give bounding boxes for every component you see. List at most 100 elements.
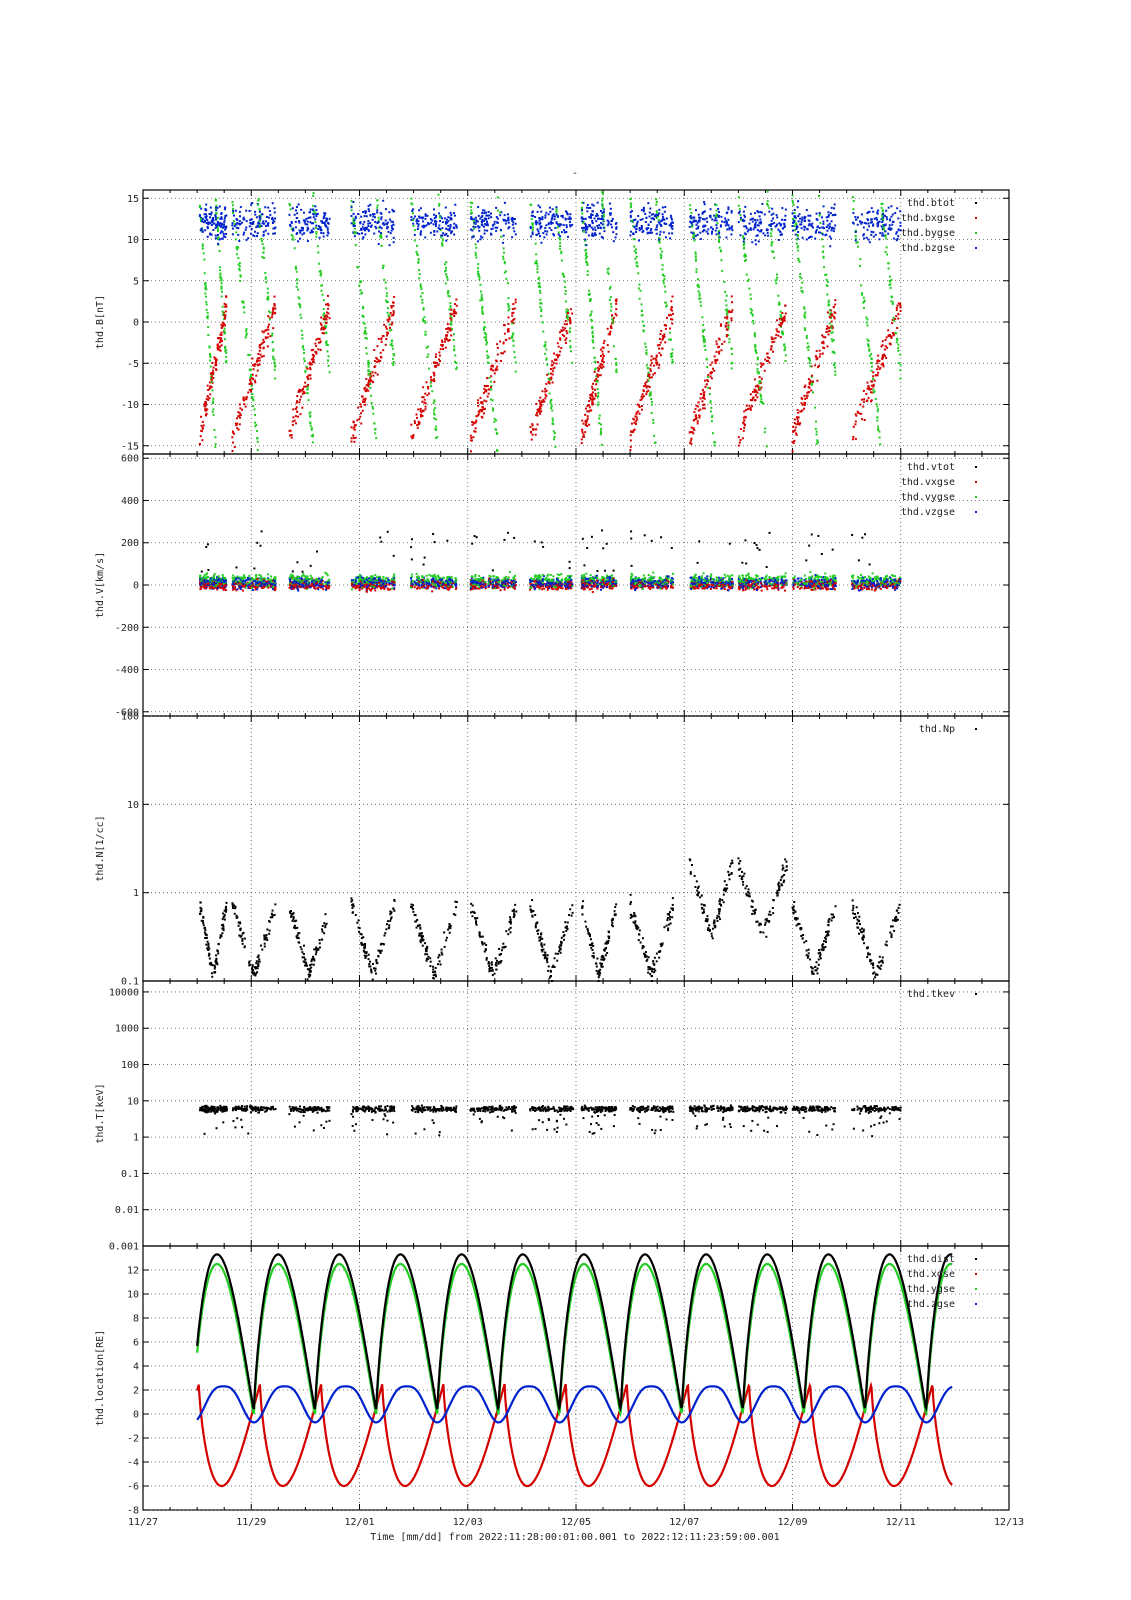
y-tick-label: -10 [121, 400, 139, 411]
data-point [502, 324, 505, 327]
data-point [412, 224, 415, 227]
data-point [697, 401, 700, 404]
data-point [473, 218, 476, 221]
data-point [815, 212, 818, 215]
data-point [485, 220, 488, 223]
data-point [410, 423, 413, 426]
data-point [757, 211, 760, 214]
data-point [367, 381, 370, 384]
data-point [586, 405, 589, 408]
data-point [591, 222, 594, 225]
data-point [294, 267, 297, 270]
data-point [449, 226, 452, 229]
data-point [295, 270, 298, 273]
data-point [749, 212, 752, 215]
data-point [690, 225, 693, 228]
data-point [432, 213, 435, 216]
data-point [508, 337, 511, 340]
data-point [588, 289, 591, 292]
data-point [224, 347, 227, 350]
data-point [249, 586, 252, 589]
data-point [584, 431, 587, 434]
data-point [360, 422, 363, 425]
data-point [231, 222, 234, 225]
data-point [452, 338, 455, 341]
data-point [493, 372, 496, 375]
data-point [299, 237, 302, 240]
data-point [205, 409, 208, 412]
data-point [322, 235, 325, 238]
data-point [830, 229, 833, 232]
data-point [824, 273, 827, 276]
data-point [702, 225, 705, 228]
data-point [238, 210, 241, 213]
data-point [659, 341, 662, 344]
data-point [827, 299, 830, 302]
data-point [591, 234, 594, 237]
data-point [559, 337, 562, 340]
data-point [431, 379, 434, 382]
data-point [706, 379, 709, 382]
data-point [772, 337, 775, 340]
data-point [431, 390, 434, 393]
data-point [699, 297, 702, 300]
data-point [322, 232, 325, 235]
data-point [553, 432, 556, 435]
data-point [601, 218, 604, 221]
data-point [491, 407, 494, 410]
data-point [884, 354, 887, 357]
data-point [311, 441, 314, 444]
data-point [599, 210, 602, 213]
data-point [889, 228, 892, 231]
data-point [863, 418, 866, 421]
data-point [581, 431, 584, 434]
data-point [438, 358, 441, 361]
data-point [660, 254, 663, 257]
data-point [417, 225, 420, 228]
data-point [315, 226, 318, 229]
data-point [804, 397, 807, 400]
data-point [795, 416, 798, 419]
data-point [207, 333, 210, 336]
data-point [867, 339, 870, 342]
data-point [596, 201, 599, 204]
data-point [449, 211, 452, 214]
data-point [379, 225, 382, 228]
data-point [593, 379, 596, 382]
data-point [694, 219, 697, 222]
data-point [581, 206, 584, 209]
data-point [825, 278, 828, 281]
data-point [224, 227, 227, 230]
data-point [373, 216, 376, 219]
data-point [882, 212, 885, 215]
data-point [877, 354, 880, 357]
data-point [454, 203, 457, 206]
data-point [315, 232, 318, 235]
data-point [724, 299, 727, 302]
data-point [536, 411, 539, 414]
data-point [783, 344, 786, 347]
data-point [362, 305, 365, 308]
data-point [803, 215, 806, 218]
data-point [205, 213, 208, 216]
data-point [638, 226, 641, 229]
data-point [479, 283, 482, 286]
data-point [591, 228, 594, 231]
data-point [565, 313, 568, 316]
data-point [710, 372, 713, 375]
data-point [429, 218, 432, 221]
data-point [875, 217, 878, 220]
data-point [251, 589, 254, 592]
data-point [201, 426, 204, 429]
data-point [648, 394, 651, 397]
data-point [861, 398, 864, 401]
data-point [725, 212, 728, 215]
data-point [646, 231, 649, 234]
data-point [711, 228, 714, 231]
data-point [273, 302, 276, 305]
data-point [721, 269, 724, 272]
data-point [258, 226, 261, 229]
data-point [793, 212, 796, 215]
data-point [475, 246, 478, 249]
data-point [596, 217, 599, 220]
